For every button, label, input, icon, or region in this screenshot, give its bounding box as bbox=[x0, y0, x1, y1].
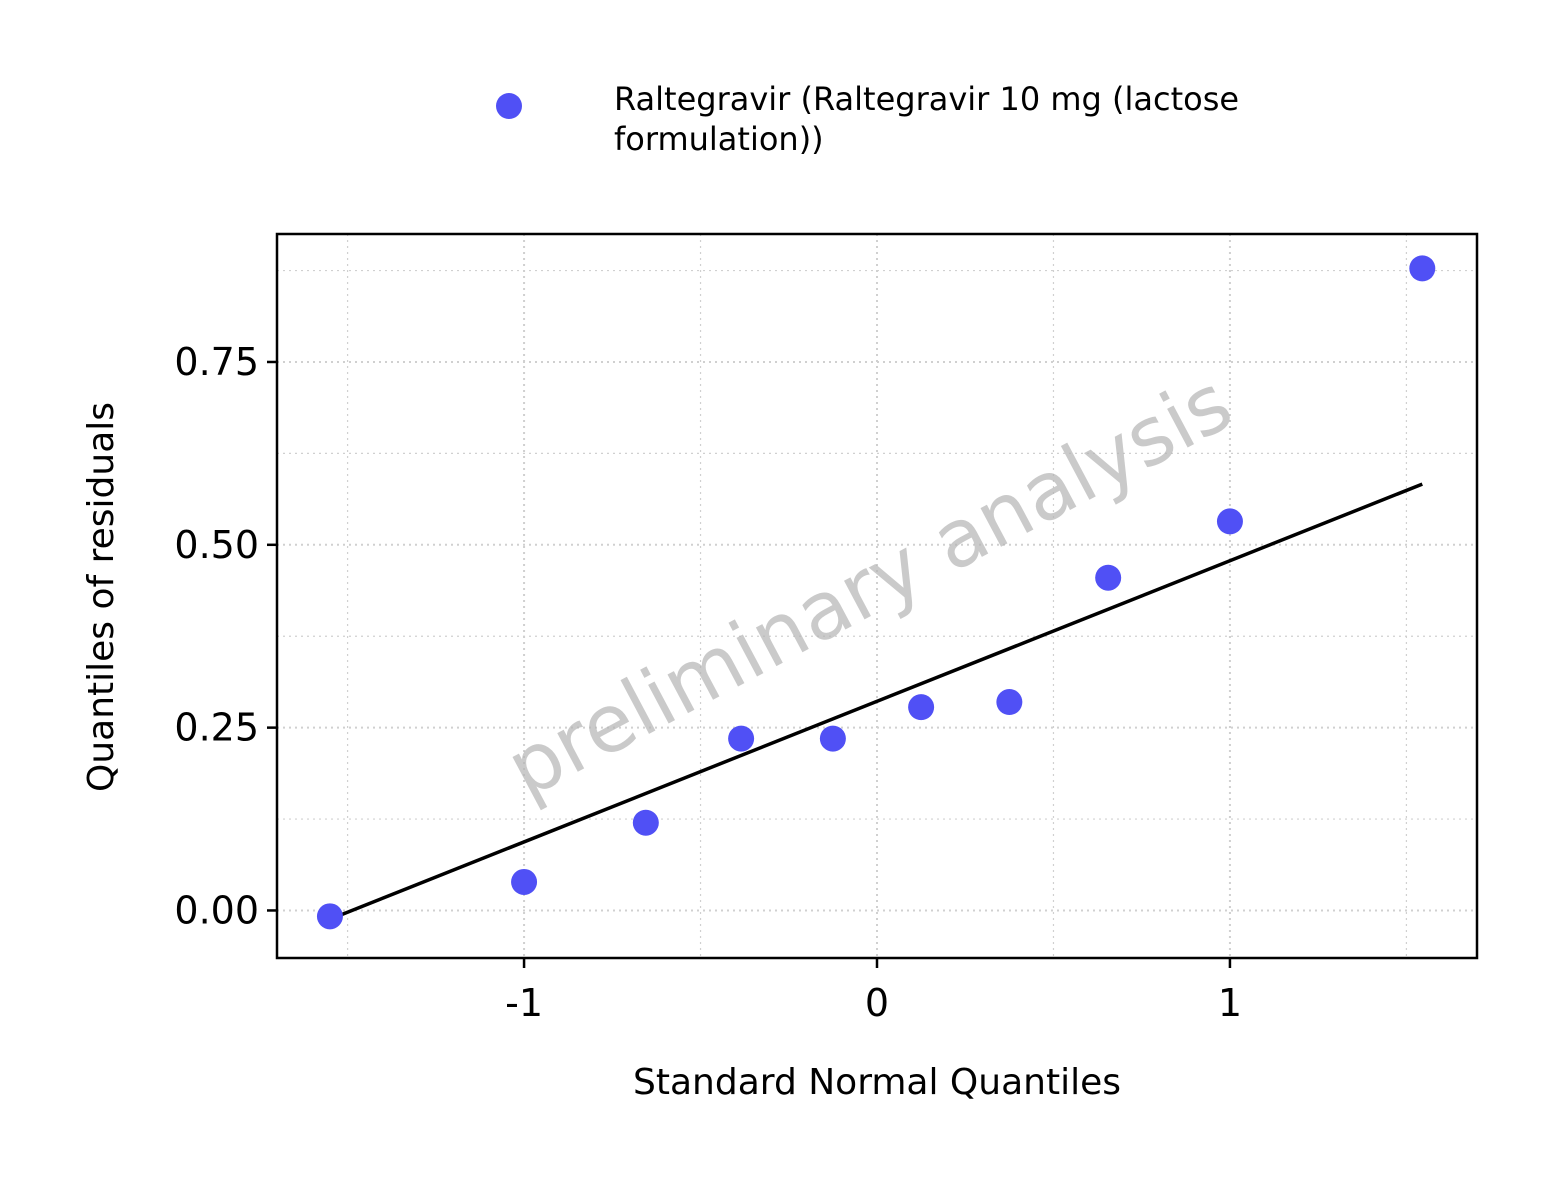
legend-marker bbox=[496, 93, 522, 119]
legend-label-line-1: Raltegravir (Raltegravir 10 mg (lactose bbox=[614, 80, 1239, 118]
x-tick-label: 1 bbox=[1218, 981, 1242, 1025]
y-tick-label: 0.75 bbox=[174, 340, 259, 384]
x-tick-label: 0 bbox=[865, 981, 889, 1025]
data-point bbox=[316, 903, 343, 930]
watermark-layer: preliminary analysis bbox=[492, 356, 1246, 816]
plot-border bbox=[275, 232, 1479, 960]
x-tick-label: -1 bbox=[505, 981, 543, 1025]
data-point bbox=[1409, 255, 1436, 282]
legend: Raltegravir (Raltegravir 10 mg (lactose … bbox=[496, 80, 1239, 158]
data-points bbox=[316, 255, 1436, 930]
y-tick-label: 0.25 bbox=[174, 706, 259, 750]
data-point bbox=[1095, 564, 1122, 591]
y-tick-label: 0.00 bbox=[174, 888, 259, 932]
watermark: preliminary analysis bbox=[492, 356, 1246, 816]
data-point bbox=[996, 689, 1023, 716]
data-point bbox=[1216, 508, 1243, 535]
data-point bbox=[819, 725, 846, 752]
data-point bbox=[908, 694, 935, 721]
data-point bbox=[511, 868, 538, 895]
data-point bbox=[728, 725, 755, 752]
data-point bbox=[632, 809, 659, 836]
legend-label-line-2: formulation)) bbox=[614, 120, 824, 158]
y-tick-label: 0.50 bbox=[174, 523, 259, 567]
grid bbox=[277, 234, 1477, 958]
reference-line bbox=[329, 482, 1423, 921]
y-axis-title: Quantiles of residuals bbox=[81, 402, 122, 792]
axis-ticks: -1 0 1 0.00 0.25 0.50 0.75 bbox=[174, 340, 1242, 1025]
x-axis-title: Standard Normal Quantiles bbox=[633, 1062, 1121, 1103]
